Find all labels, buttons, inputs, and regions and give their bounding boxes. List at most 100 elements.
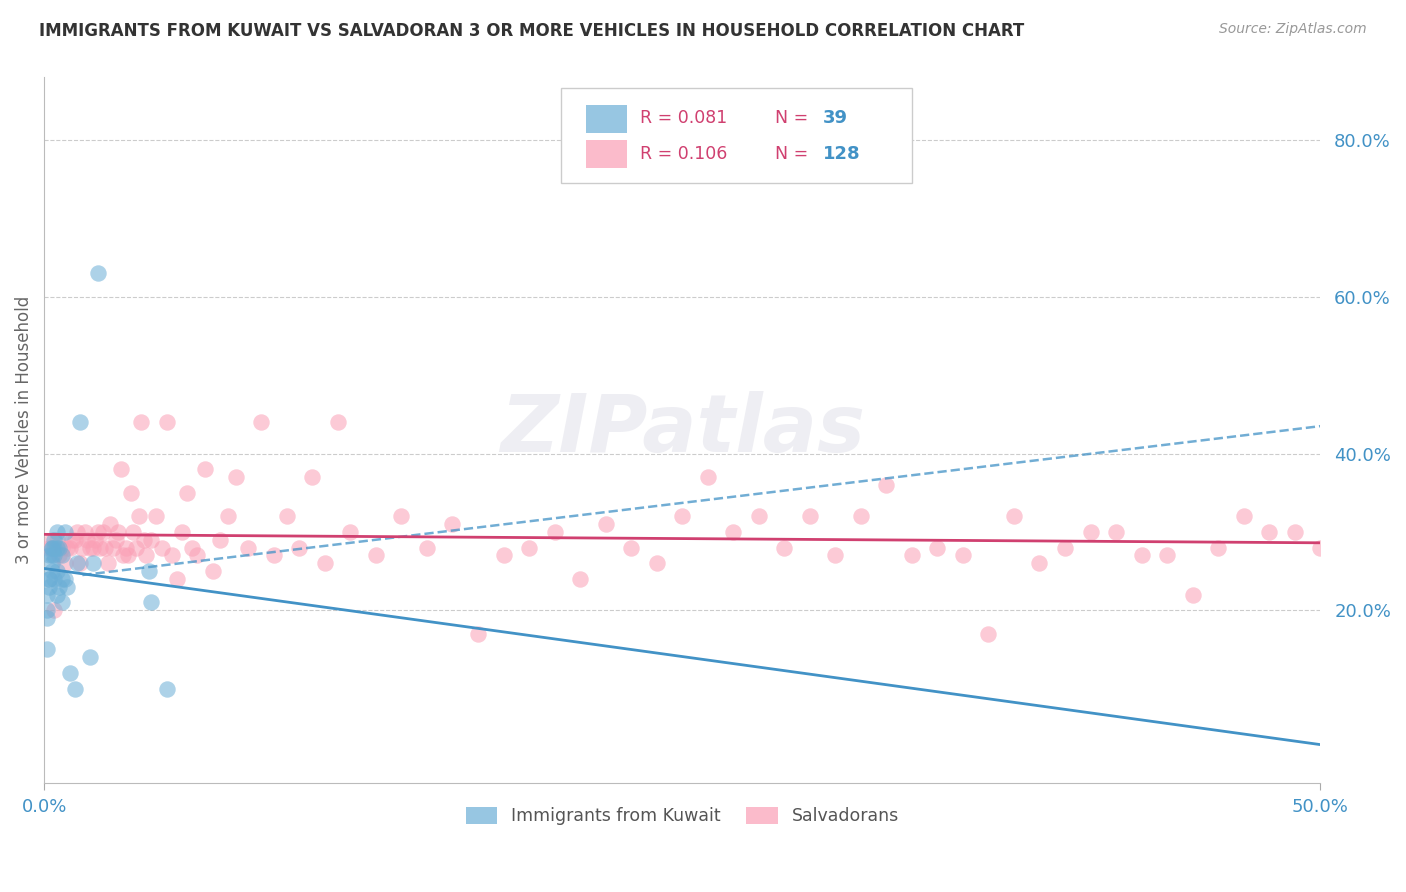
Point — [51, 549, 73, 563]
Point — [48, 541, 70, 555]
FancyBboxPatch shape — [586, 140, 627, 169]
Point — [595, 517, 617, 532]
Point — [339, 524, 361, 539]
Point — [41, 541, 63, 555]
Point — [79, 650, 101, 665]
Point — [176, 485, 198, 500]
Point — [76, 533, 98, 547]
Text: Source: ZipAtlas.com: Source: ZipAtlas.com — [1219, 22, 1367, 37]
Point — [492, 549, 515, 563]
Point — [72, 541, 94, 555]
Point — [48, 549, 70, 563]
Point — [41, 549, 63, 563]
Point — [38, 572, 60, 586]
Point — [160, 549, 183, 563]
Point — [156, 415, 179, 429]
Point — [51, 572, 73, 586]
Point — [696, 470, 718, 484]
Point — [927, 541, 949, 555]
Point — [141, 595, 163, 609]
Point — [721, 524, 744, 539]
Point — [194, 462, 217, 476]
Point — [977, 627, 1000, 641]
Point — [125, 541, 148, 555]
Point — [217, 509, 239, 524]
Point — [69, 556, 91, 570]
Point — [117, 549, 139, 563]
Text: N =: N = — [775, 145, 808, 162]
Point — [824, 549, 846, 563]
Point — [150, 541, 173, 555]
Point — [1385, 665, 1406, 680]
Point — [44, 541, 66, 555]
Point — [48, 580, 70, 594]
Point — [201, 564, 224, 578]
Point — [952, 549, 974, 563]
Point — [100, 517, 122, 532]
Point — [156, 681, 179, 696]
Point — [1002, 509, 1025, 524]
Point — [35, 611, 58, 625]
Point — [132, 533, 155, 547]
Point — [620, 541, 643, 555]
Point — [91, 524, 114, 539]
Point — [38, 572, 60, 586]
Point — [141, 533, 163, 547]
Point — [1309, 541, 1331, 555]
Point — [94, 541, 117, 555]
Point — [799, 509, 821, 524]
Point — [849, 509, 872, 524]
Point — [53, 524, 76, 539]
Point — [45, 533, 67, 547]
Point — [517, 541, 540, 555]
Point — [79, 541, 101, 555]
Y-axis label: 3 or more Vehicles in Household: 3 or more Vehicles in Household — [15, 296, 32, 565]
Point — [1284, 524, 1306, 539]
Point — [59, 541, 82, 555]
Point — [41, 533, 63, 547]
Point — [138, 564, 160, 578]
Point — [901, 549, 924, 563]
Point — [66, 524, 89, 539]
Point — [1053, 541, 1076, 555]
Legend: Immigrants from Kuwait, Salvadorans: Immigrants from Kuwait, Salvadorans — [457, 797, 907, 834]
Point — [186, 549, 208, 563]
Text: IMMIGRANTS FROM KUWAIT VS SALVADORAN 3 OR MORE VEHICLES IN HOUSEHOLD CORRELATION: IMMIGRANTS FROM KUWAIT VS SALVADORAN 3 O… — [39, 22, 1025, 40]
Point — [35, 642, 58, 657]
Point — [53, 556, 76, 570]
Point — [748, 509, 770, 524]
Point — [1233, 509, 1256, 524]
Point — [35, 603, 58, 617]
Point — [41, 564, 63, 578]
Point — [166, 572, 188, 586]
Point — [1105, 524, 1128, 539]
Point — [97, 556, 120, 570]
Point — [1258, 524, 1281, 539]
Point — [89, 541, 111, 555]
Point — [1028, 556, 1050, 570]
Point — [114, 541, 136, 555]
Point — [59, 665, 82, 680]
Point — [35, 588, 58, 602]
Point — [82, 541, 104, 555]
Point — [38, 541, 60, 555]
Point — [56, 541, 79, 555]
Point — [364, 549, 387, 563]
Point — [41, 556, 63, 570]
Point — [875, 478, 897, 492]
Point — [53, 572, 76, 586]
Point — [110, 462, 132, 476]
Point — [44, 549, 66, 563]
Point — [51, 595, 73, 609]
Point — [112, 549, 135, 563]
Point — [238, 541, 260, 555]
Text: ZIPatlas: ZIPatlas — [499, 391, 865, 469]
Point — [326, 415, 349, 429]
Point — [250, 415, 273, 429]
Point — [441, 517, 464, 532]
Point — [314, 556, 336, 570]
Point — [181, 541, 204, 555]
Point — [543, 524, 565, 539]
Point — [122, 524, 145, 539]
Point — [45, 541, 67, 555]
